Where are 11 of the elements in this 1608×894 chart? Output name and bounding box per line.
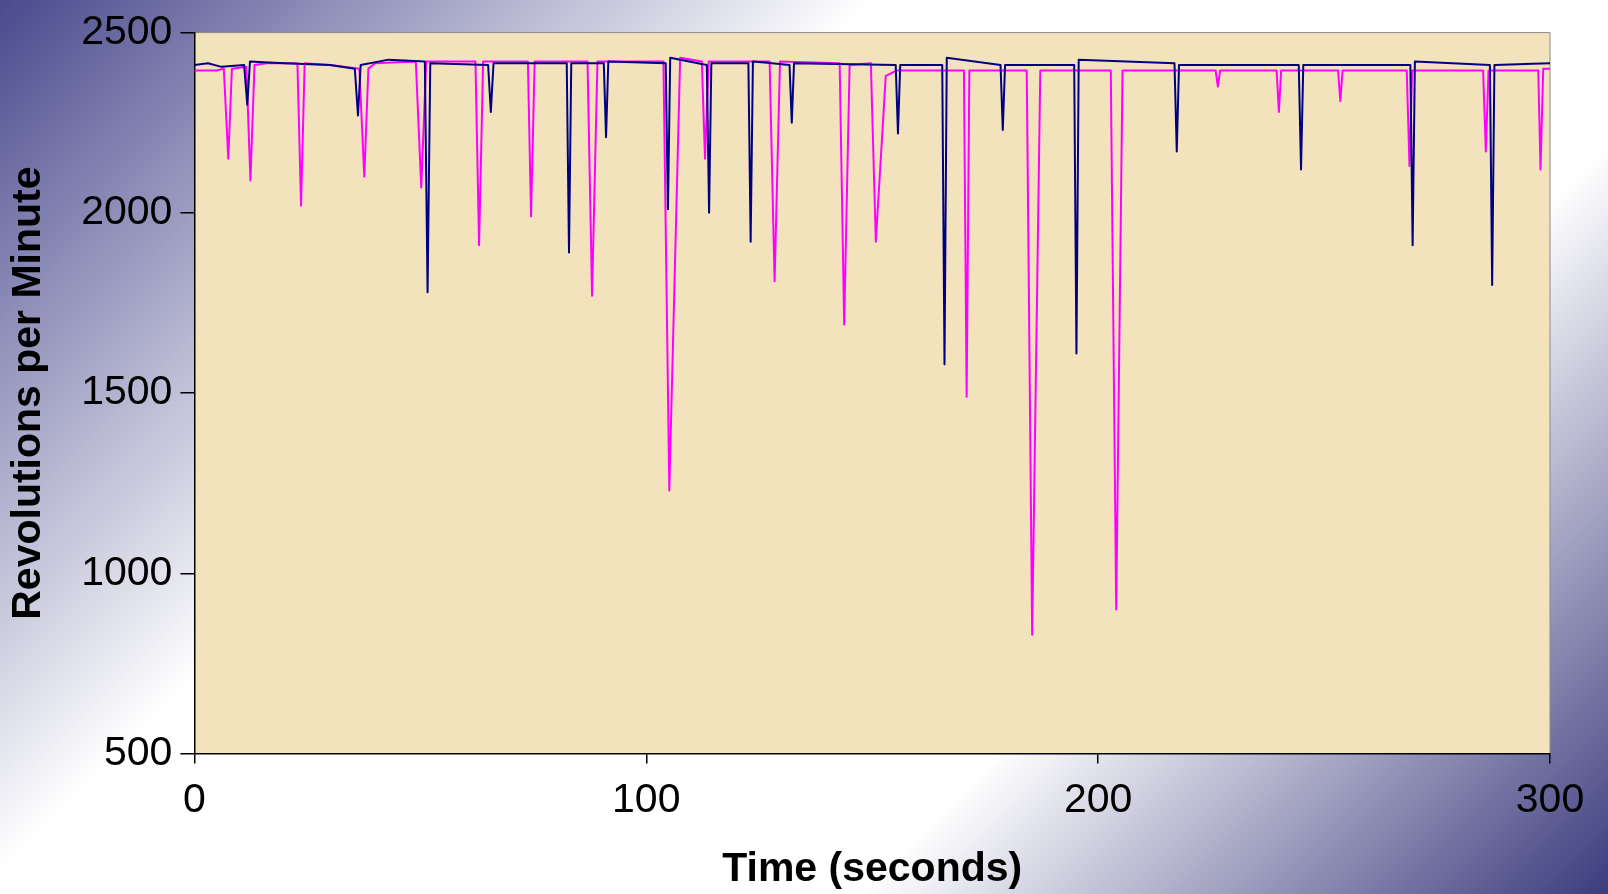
y-tick-label: 2000 [81,187,173,234]
y-axis-title: Revolutions per Minute [2,166,49,620]
x-tick-label: 300 [1515,774,1585,821]
x-tick-label: 100 [612,774,681,821]
x-tick-label: 200 [1063,774,1133,821]
y-tick-label: 1500 [81,367,173,414]
y-tick-label: 1000 [81,547,173,594]
y-tick-label: 500 [103,727,173,774]
x-axis-title: Time (seconds) [722,843,1023,890]
y-tick-label: 2500 [81,6,173,53]
x-tick-label: 0 [183,774,206,821]
